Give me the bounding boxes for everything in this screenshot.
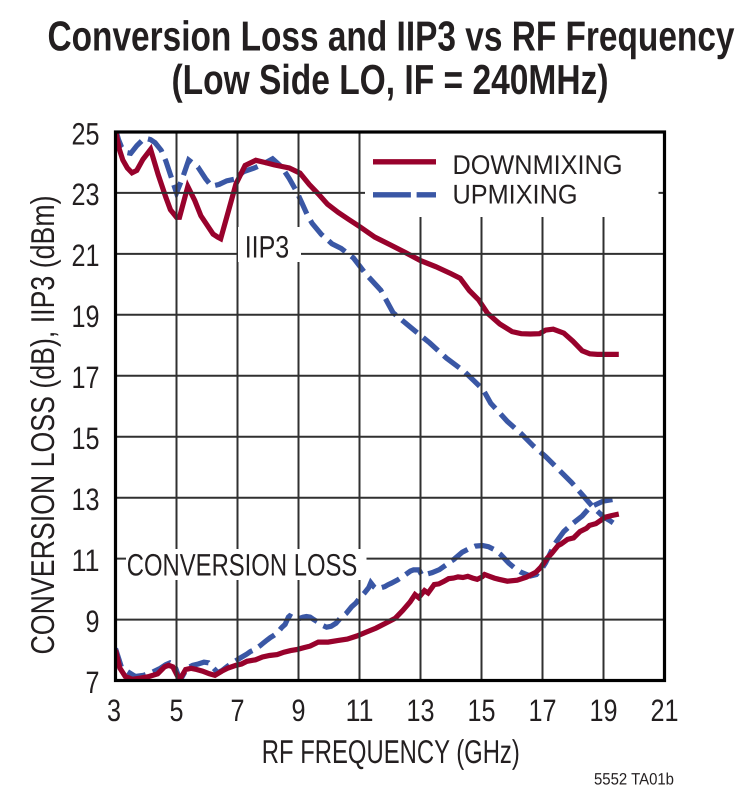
svg-text:5552 TA01b: 5552 TA01b: [594, 771, 674, 789]
svg-text:11: 11: [72, 543, 100, 578]
svg-text:DOWNMIXING: DOWNMIXING: [453, 150, 623, 180]
svg-text:5: 5: [170, 693, 184, 728]
svg-text:19: 19: [72, 299, 100, 334]
svg-text:(Low Side LO, IF = 240MHz): (Low Side LO, IF = 240MHz): [172, 56, 609, 103]
svg-text:13: 13: [407, 693, 435, 728]
svg-text:13: 13: [72, 482, 100, 517]
svg-text:3: 3: [107, 693, 121, 728]
svg-text:9: 9: [292, 693, 306, 728]
svg-text:UPMIXING: UPMIXING: [453, 179, 578, 209]
svg-text:IIP3: IIP3: [245, 230, 290, 265]
svg-text:21: 21: [72, 238, 100, 273]
svg-text:15: 15: [468, 693, 496, 728]
svg-text:CONVERSION LOSS: CONVERSION LOSS: [127, 547, 357, 582]
svg-text:7: 7: [86, 665, 100, 700]
svg-text:17: 17: [72, 360, 100, 395]
svg-text:11: 11: [346, 693, 374, 728]
svg-text:23: 23: [72, 177, 100, 212]
svg-text:Conversion Loss and IIP3 vs RF: Conversion Loss and IIP3 vs RF Frequency: [48, 13, 735, 60]
svg-text:9: 9: [86, 604, 100, 639]
svg-text:17: 17: [529, 693, 557, 728]
svg-text:19: 19: [590, 693, 618, 728]
svg-text:CONVERSION LOSS (dB), IIP3 (dB: CONVERSION LOSS (dB), IIP3 (dBm): [24, 196, 61, 655]
svg-text:7: 7: [231, 693, 245, 728]
svg-text:21: 21: [651, 693, 679, 728]
svg-text:25: 25: [72, 116, 100, 151]
svg-text:RF FREQUENCY (GHz): RF FREQUENCY (GHz): [262, 733, 520, 770]
svg-text:15: 15: [72, 421, 100, 456]
